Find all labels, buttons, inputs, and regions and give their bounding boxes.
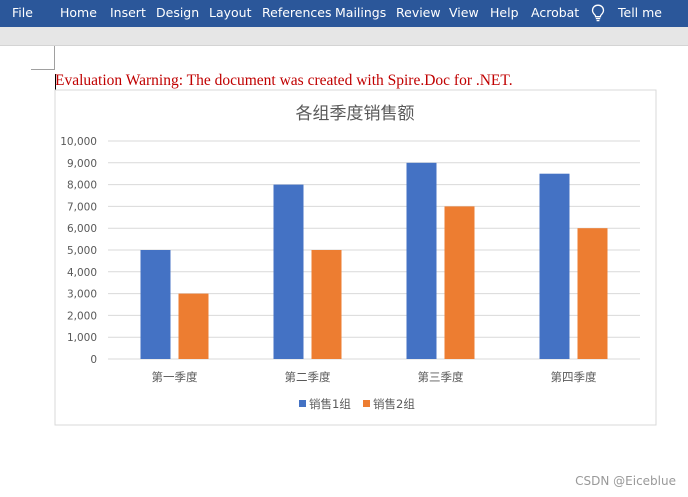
tab-home[interactable]: Home — [60, 5, 97, 20]
ribbon-collapsed-strip — [0, 27, 688, 46]
x-category-label: 第四季度 — [551, 370, 597, 384]
margin-corner-mark — [31, 69, 54, 70]
tab-view[interactable]: View — [449, 5, 479, 20]
bar[interactable] — [406, 162, 437, 359]
lightbulb-icon[interactable] — [591, 4, 605, 22]
x-category-label: 第三季度 — [418, 370, 464, 384]
bar[interactable] — [140, 250, 171, 359]
text-cursor — [55, 74, 56, 90]
chart-title: 各组季度销售额 — [296, 104, 415, 124]
evaluation-warning-text: Evaluation Warning: The document was cre… — [55, 72, 513, 89]
bar[interactable] — [444, 206, 475, 359]
margin-corner-mark-vertical — [54, 46, 55, 70]
bar[interactable] — [273, 184, 304, 359]
tab-help[interactable]: Help — [490, 5, 519, 20]
y-tick-label: 9,000 — [67, 158, 97, 170]
y-tick-label: 8,000 — [67, 180, 97, 192]
legend-swatch — [363, 400, 370, 407]
x-category-label: 第一季度 — [152, 370, 198, 384]
tab-layout[interactable]: Layout — [209, 5, 252, 20]
y-tick-label: 6,000 — [67, 223, 97, 235]
tab-file[interactable]: File — [12, 5, 33, 20]
tab-references[interactable]: References — [262, 5, 332, 20]
y-tick-label: 5,000 — [67, 245, 97, 257]
csdn-watermark: CSDN @Eiceblue — [575, 474, 676, 488]
legend-label: 销售2组 — [373, 397, 415, 411]
bar[interactable] — [539, 173, 570, 359]
legend-label: 销售1组 — [309, 397, 351, 411]
y-tick-label: 7,000 — [67, 201, 97, 213]
y-tick-label: 2,000 — [67, 310, 97, 322]
tab-insert[interactable]: Insert — [110, 5, 146, 20]
y-tick-label: 10,000 — [60, 136, 97, 148]
bar[interactable] — [577, 228, 608, 359]
y-tick-label: 3,000 — [67, 289, 97, 301]
bar[interactable] — [178, 293, 209, 359]
y-tick-label: 4,000 — [67, 267, 97, 279]
legend-swatch — [299, 400, 306, 407]
y-tick-label: 1,000 — [67, 332, 97, 344]
y-tick-label: 0 — [90, 354, 97, 366]
ribbon-tab-bar: File Home Insert Design Layout Reference… — [0, 0, 688, 27]
bar[interactable] — [311, 250, 342, 359]
tell-me-search[interactable]: Tell me — [618, 5, 662, 20]
tab-design[interactable]: Design — [156, 5, 200, 20]
tab-acrobat[interactable]: Acrobat — [531, 5, 580, 20]
tab-mailings[interactable]: Mailings — [335, 5, 387, 20]
x-category-label: 第二季度 — [285, 370, 331, 384]
tab-review[interactable]: Review — [396, 5, 441, 20]
